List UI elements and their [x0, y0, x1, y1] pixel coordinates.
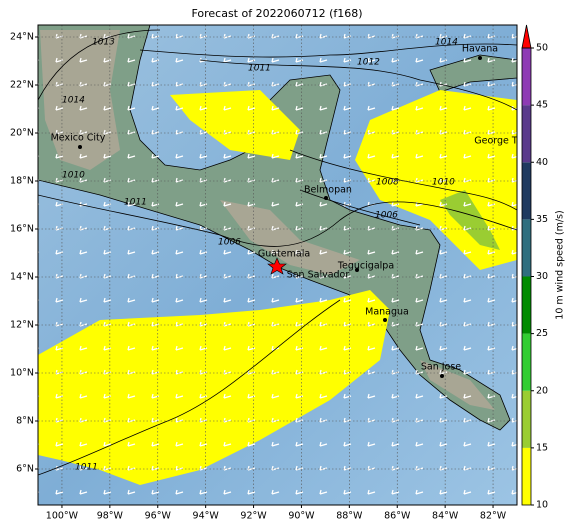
city-label: Managua [365, 307, 409, 318]
cities: Havana Mexico City George Town Belmopan … [51, 44, 535, 378]
y-tick-label: 14°N [10, 272, 34, 283]
isobar-label: 1010 [62, 171, 85, 181]
y-tick-label: 8°N [16, 416, 34, 427]
x-tick-label: 94°W [193, 511, 220, 522]
graticule [38, 25, 517, 505]
colorbar: 10 15 20 25 30 35 40 45 50 [521, 24, 548, 511]
isobar-label: 1010 [432, 178, 455, 188]
x-tick-label: 84°W [432, 511, 459, 522]
y-tick-label: 12°N [10, 320, 34, 331]
y-tick-label: 10°N [10, 368, 34, 379]
map-area: 1013 1014 1011 1012 1014 1010 1011 1008 … [38, 25, 535, 505]
x-tick-label: 82°W [480, 511, 507, 522]
colorbar-tick-label: 15 [536, 442, 548, 453]
isobar-label: 1011 [124, 198, 147, 208]
city-label: San Jose [421, 362, 461, 373]
isobar-label: 1014 [435, 38, 458, 48]
map-title: Forecast of 2022060712 (f168) [191, 7, 362, 20]
colorbar-label: 10 m wind speed (m/s) [555, 210, 566, 319]
colorbar-extend [521, 24, 532, 49]
city-label: Belmopan [304, 185, 352, 196]
colorbar-segment [522, 447, 531, 505]
x-tick-label: 92°W [240, 511, 267, 522]
city-star [267, 257, 287, 275]
y-tick-label: 6°N [16, 464, 34, 475]
isobar-labels: 1013 1014 1011 1012 1014 1010 1011 1008 … [62, 38, 458, 473]
colorbar-tick-label: 20 [536, 385, 548, 396]
isobar-label: 1008 [376, 178, 399, 188]
x-tick-label: 90°W [288, 511, 315, 522]
map-frame [37, 24, 518, 506]
isobar-label: 1014 [62, 96, 85, 106]
y-tick-label: 20°N [10, 128, 34, 139]
colorbar-tick-label: 30 [536, 271, 548, 282]
city-dot [383, 318, 387, 322]
colorbar-segment [522, 105, 531, 163]
colorbar-tick-label: 40 [536, 157, 548, 168]
y-tick-label: 16°N [10, 224, 34, 235]
colorbar-tick-label: 45 [536, 100, 548, 111]
isobar-label: 1006 [218, 238, 241, 248]
colorbar-tick-label: 50 [536, 43, 548, 54]
x-tick-label: 98°W [97, 511, 124, 522]
city-dot [355, 268, 359, 272]
isobar-label: 1011 [75, 463, 98, 473]
isobar-label: 1012 [357, 58, 380, 68]
colorbar-tick-label: 25 [536, 328, 548, 339]
isobar-label: 1011 [248, 64, 271, 74]
city-label: Mexico City [51, 133, 106, 144]
city-label: George Town [474, 136, 535, 147]
x-tick-label: 88°W [336, 511, 363, 522]
y-tick-label: 24°N [10, 32, 34, 43]
colorbar-tick-label: 35 [536, 214, 548, 225]
city-label: Guatemala [258, 249, 310, 260]
isobars [38, 29, 517, 476]
city-label: Havana [462, 44, 498, 55]
colorbar-segment [522, 219, 531, 277]
x-tick-label: 86°W [384, 511, 411, 522]
y-tick-label: 22°N [10, 80, 34, 91]
city-dot [324, 196, 328, 200]
colorbar-segment [522, 333, 531, 391]
colorbar-segment [522, 162, 531, 220]
colorbar-segment [522, 48, 531, 106]
x-tick-label: 96°W [145, 511, 172, 522]
y-tick-label: 18°N [10, 176, 34, 187]
city-dot [78, 145, 82, 149]
isobar-label: 1006 [375, 211, 398, 221]
colorbar-tick-label: 10 [536, 500, 548, 511]
x-tick-label: 100°W [46, 511, 79, 522]
city-dot [478, 56, 482, 60]
city-label: San Salvador [287, 270, 350, 281]
city-label: Tegucigalpa [337, 261, 394, 272]
colorbar-segment [522, 276, 531, 334]
isobar-label: 1013 [92, 38, 115, 48]
colorbar-segment [522, 390, 531, 448]
city-dot [440, 374, 444, 378]
